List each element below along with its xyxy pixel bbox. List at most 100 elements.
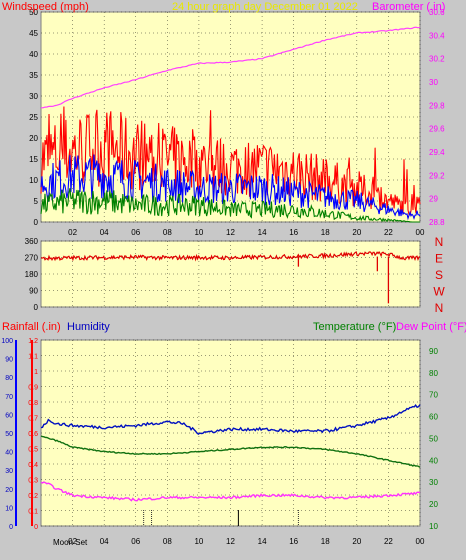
rainfall-axis-title: Rainfall (.in) (2, 321, 61, 333)
climate-grid (15, 339, 421, 527)
windspeed-tick-label: 25 (29, 113, 38, 122)
climate-series-line (40, 481, 421, 502)
wind-series-line (40, 188, 420, 223)
barometer-tick-label: 29 (429, 195, 438, 204)
wind-tick-labels: 0 5 10 15 20 25 30 35 40 45 50 28.8 29 29.2 29.4 29.6 29… (29, 8, 445, 237)
direction-tick-label: 270 (25, 254, 39, 263)
time-tick-label: 02 (68, 537, 77, 546)
barometer-tick-label: 30 (429, 78, 438, 87)
wind-series-line (40, 106, 421, 216)
compass-label: N (435, 301, 444, 315)
windspeed-tick-label: 50 (29, 8, 38, 17)
barometer-tick-label: 29.8 (429, 101, 445, 110)
barometer-tick-label: 29.6 (429, 125, 445, 134)
time-tick-label: 06 (131, 537, 140, 546)
time-tick-label: 10 (194, 537, 203, 546)
time-tick-label: 10 (194, 228, 203, 237)
rainfall-tick-label: 0.2 (28, 493, 38, 500)
rainfall-tick-label: 0.5 (28, 447, 38, 454)
time-tick-label: 16 (289, 228, 298, 237)
compass-label: N (435, 235, 444, 249)
temperature-tick-label: 60 (429, 413, 438, 422)
chart-title: 24 hour graph day December 01 2022 (172, 1, 358, 13)
time-tick-label: 18 (321, 228, 330, 237)
barometer-tick-label: 30.2 (429, 55, 445, 64)
windspeed-tick-label: 20 (29, 134, 38, 143)
rainfall-tick-label: 0.1 (28, 509, 38, 516)
rainfall-tick-label: 0.6 (28, 431, 38, 438)
rainfall-tick-label: 1.2 (28, 338, 38, 345)
direction-tick-label: 180 (25, 270, 39, 279)
time-tick-label: 00 (416, 228, 425, 237)
rainfall-tick-label: 0.7 (28, 416, 38, 423)
humidity-tick-label: 30 (5, 468, 13, 475)
windspeed-tick-label: 35 (29, 71, 38, 80)
windspeed-tick-label: 40 (29, 50, 38, 59)
barometer-line (41, 26, 421, 109)
time-tick-label: 20 (352, 228, 361, 237)
temperature-tick-label: 10 (429, 522, 438, 531)
time-tick-label: 04 (100, 537, 109, 546)
rainfall-tick-label: 0.9 (28, 385, 38, 392)
wind-series-line (40, 154, 421, 221)
wind-grid (41, 11, 421, 223)
windspeed-axis-title: Windspeed (mph) (2, 1, 89, 13)
humidity-tick-label: 60 (5, 412, 13, 419)
climate-series-line (40, 435, 421, 468)
barometer-axis-title: Barometer (.in) (372, 1, 445, 13)
time-tick-label: 20 (352, 537, 361, 546)
temperature-tick-label: 20 (429, 500, 438, 509)
time-tick-label: 02 (68, 228, 77, 237)
humidity-tick-label: 80 (5, 375, 13, 382)
windspeed-tick-label: 45 (29, 29, 38, 38)
humidity-tick-label: 20 (5, 487, 13, 494)
climate-series (40, 404, 421, 526)
time-tick-label: 22 (384, 537, 393, 546)
time-tick-label: 14 (258, 228, 267, 237)
time-tick-label: 06 (131, 228, 140, 237)
rainfall-tick-label: 1 (34, 369, 38, 376)
dewpoint-axis-title: Dew Point (°F) (396, 321, 466, 333)
compass-label: S (435, 268, 443, 282)
windspeed-tick-label: 30 (29, 92, 38, 101)
time-tick-label: 08 (163, 228, 172, 237)
temperature-tick-label: 90 (429, 347, 438, 356)
humidity-tick-label: 0 (9, 524, 13, 531)
wind-direction-tick-labels: 0 N 90 W 180 S 270 E 360 N (25, 235, 446, 315)
time-tick-label: 14 (258, 537, 267, 546)
climate-series-line (40, 404, 421, 435)
humidity-axis-title: Humidity (67, 321, 110, 333)
temperature-tick-label: 80 (429, 369, 438, 378)
compass-label: E (435, 252, 443, 266)
humidity-tick-label: 40 (5, 450, 13, 457)
wind-series (40, 26, 421, 223)
time-tick-label: 12 (226, 537, 235, 546)
direction-tick-label: 90 (29, 287, 38, 296)
time-tick-label: 08 (163, 537, 172, 546)
humidity-tick-label: 50 (5, 431, 13, 438)
rainfall-axis-bar (31, 340, 33, 526)
rainfall-tick-label: 1.1 (28, 354, 38, 361)
windspeed-tick-label: 5 (34, 197, 39, 206)
wind-direction-series (40, 250, 421, 304)
temperature-tick-label: 70 (429, 391, 438, 400)
barometer-tick-label: 30.6 (429, 8, 445, 17)
rainfall-tick-label: 0.8 (28, 400, 38, 407)
rainfall-tick-label: 0.4 (28, 462, 38, 469)
barometer-tick-label: 30.4 (429, 31, 445, 40)
humidity-tick-label: 10 (5, 505, 13, 512)
time-tick-label: 18 (321, 537, 330, 546)
time-tick-label: 12 (226, 228, 235, 237)
rainfall-tick-label: 0 (34, 524, 38, 531)
humidity-tick-label: 90 (5, 357, 13, 364)
windspeed-tick-label: 15 (29, 155, 38, 164)
windspeed-tick-label: 10 (29, 176, 38, 185)
temperature-axis-title: Temperature (°F) (313, 321, 396, 333)
rainfall-tick-label: 0.3 (28, 478, 38, 485)
climate-tick-labels: 0 0.1 0.2 0.3 0.4 0.5 0.6 0.7 0.8 0.9 1 1.1 1.2 0 10 20… (1, 338, 438, 546)
time-tick-label: 00 (416, 537, 425, 546)
humidity-axis-bar (15, 340, 17, 526)
wind-direction-line (40, 250, 421, 262)
